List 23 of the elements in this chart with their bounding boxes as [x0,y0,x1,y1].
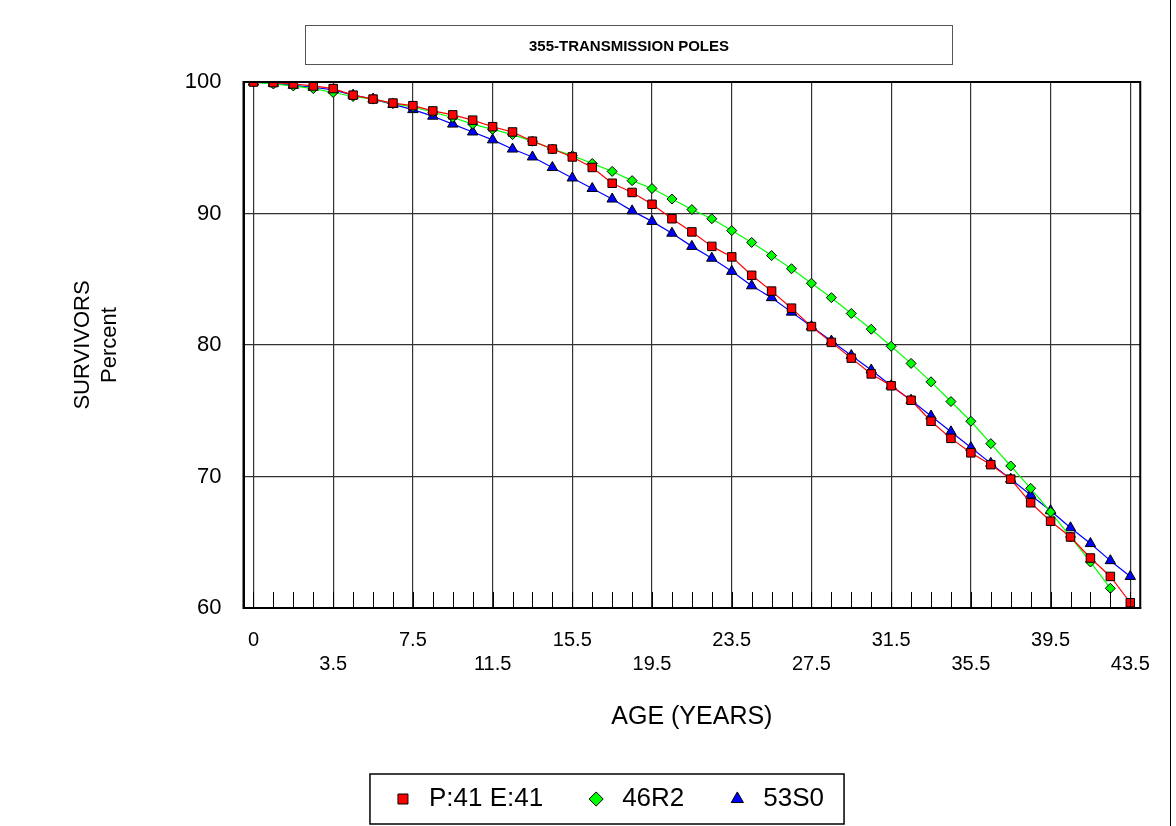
x-tick-label: 31.5 [871,627,911,650]
x-tick-label: 0 [247,627,260,650]
x-tick-label: 23.5 [712,627,752,650]
x-tick-label: 19.5 [632,651,672,674]
x-tick-label: 43.5 [1110,651,1150,674]
y-tick-label: 80 [197,331,222,357]
legend-label: 53S0 [763,782,825,813]
x-axis-title: AGE (YEARS) [611,700,773,729]
legend-label: P:41 E:41 [428,782,544,813]
chart-title: 355-TRANSMISSION POLES [305,25,953,65]
x-tick-label: 11.5 [473,651,512,674]
x-tick-label: 27.5 [791,651,831,674]
y-tick-label: 100 [184,68,222,94]
y-tick-label: 60 [197,594,222,620]
y-tick-label: 70 [197,462,222,488]
x-tick-label: 3.5 [319,651,348,674]
x-tick-label: 35.5 [951,651,991,674]
x-tick-label: 7.5 [398,627,427,650]
x-tick-label: 15.5 [552,627,592,650]
y-tick-label: 90 [197,199,222,225]
legend-label: 46R2 [622,782,685,813]
y-axis-title: SURVIVORS Percent [69,280,121,410]
x-tick-label: 39.5 [1031,627,1071,650]
